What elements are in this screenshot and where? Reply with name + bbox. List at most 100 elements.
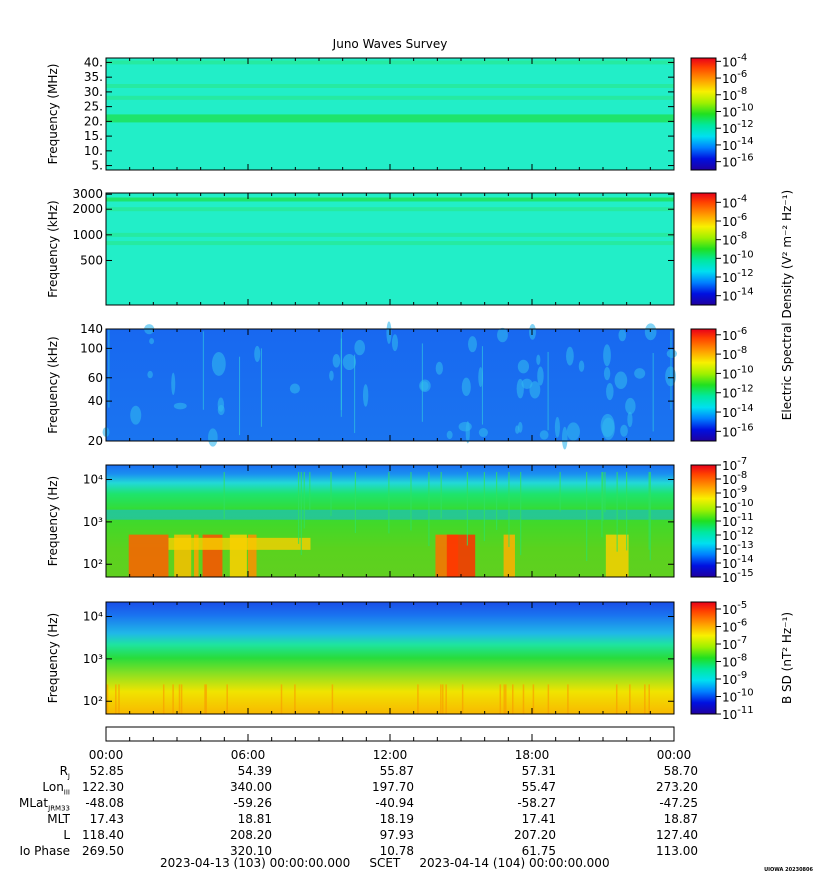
ephemeris-row: LonIII 122.30 340.00 197.70 55.47 273.20: [0, 780, 700, 796]
colorbar: [690, 601, 717, 715]
noise-patch: [554, 416, 560, 438]
band-1khz: [106, 509, 674, 520]
low-streak: [180, 684, 183, 714]
colorbar-tick-label: 10-6: [722, 326, 747, 343]
colorbar-tick-label: 10-8: [722, 231, 747, 248]
y-tick-label: 10⁴: [83, 473, 103, 487]
y-tick-label: 40: [88, 394, 103, 408]
noise-patch: [342, 354, 357, 371]
spike: [297, 472, 300, 544]
footer-end: 2023-04-14 (104) 00:00:00.000: [419, 856, 610, 870]
colorbar-label: B SD (nT² Hz⁻¹): [780, 612, 794, 704]
y-tick-label: 10²: [83, 694, 103, 708]
low-streak: [172, 684, 174, 714]
noise-streak: [108, 329, 110, 408]
noise-patch: [627, 411, 633, 428]
noise-patch: [391, 334, 399, 352]
low-streak: [644, 684, 646, 714]
emission-band: [106, 84, 674, 88]
noise-patch: [254, 345, 261, 363]
colorbar-tick-label: 10-10: [722, 102, 754, 119]
ephemeris-value: 55.47: [521, 780, 556, 794]
spike: [602, 472, 604, 521]
ephemeris-row: MLatJRM33 -48.08 -59.26 -40.94 -58.27 -47.25: [0, 796, 700, 812]
low-streak: [512, 684, 514, 714]
colorbar-tick-label: 10-12: [722, 384, 754, 401]
ephemeris-row: Io Phase 269.50 320.10 10.78 61.75 113.00: [0, 844, 700, 860]
noise-patch: [606, 382, 614, 401]
colorbar-tick-label: 10-4: [722, 193, 747, 210]
noise-patch: [618, 329, 627, 342]
colorbar-tick-label: 10-10: [722, 364, 754, 381]
noise-patch: [521, 378, 533, 389]
noise-streak: [354, 354, 356, 434]
noise-patch: [515, 425, 520, 434]
noise-patch: [614, 371, 628, 389]
emission-band: [106, 232, 674, 237]
colorbar-tick-label: 10-4: [722, 52, 747, 69]
spike: [440, 472, 442, 519]
spike: [648, 472, 650, 550]
noise-patch: [517, 359, 530, 374]
noise-streak: [260, 348, 262, 427]
ephemeris-value: 97.93: [379, 828, 414, 842]
footer-start: 2023-04-13 (103) 00:00:00.000: [160, 856, 351, 870]
low-streak: [106, 684, 109, 714]
noise-patch: [539, 430, 549, 440]
ephemeris-value: 118.40: [82, 828, 124, 842]
spike: [309, 472, 311, 511]
low-streak: [331, 684, 334, 714]
low-streak: [115, 684, 117, 714]
ephemeris-value: 18.81: [237, 812, 272, 826]
noise-patch: [620, 424, 628, 437]
low-streak: [547, 684, 550, 714]
low-streak: [461, 684, 464, 714]
noise-streak: [670, 331, 672, 410]
noise-patch: [173, 402, 187, 410]
ephemeris-value: 58.70: [663, 764, 698, 778]
panel-background: [106, 602, 674, 714]
burst: [128, 534, 169, 577]
spike: [466, 472, 468, 546]
y-tick-label: 15.: [84, 129, 103, 143]
ephemeris-row: MLT 17.43 18.81 18.19 17.41 18.87: [0, 812, 700, 828]
noise-streak: [202, 331, 204, 410]
ephemeris-value: -59.26: [233, 796, 272, 810]
low-streak: [205, 684, 207, 714]
colorbar: [690, 192, 717, 306]
y-axis-label: Frequency (MHz): [46, 64, 60, 165]
noise-patch: [634, 368, 646, 379]
time-label: 06:00: [230, 748, 266, 762]
time-range-footer: 2023-04-13 (103) 00:00:00.000 SCET 2023-…: [160, 856, 610, 870]
ephemeris-value: 320.10: [230, 844, 272, 858]
noise-patch: [578, 360, 585, 372]
colorbar-tick-label: 10-5: [722, 600, 747, 617]
noise-patch: [478, 367, 484, 388]
noise-patch: [603, 344, 611, 367]
noise-patch: [536, 354, 541, 366]
ephemeris-label: L: [63, 828, 70, 842]
noise-streak: [421, 343, 423, 422]
spike: [410, 472, 412, 531]
colorbar: [690, 57, 717, 171]
spike: [428, 472, 430, 547]
low-streak: [294, 684, 296, 714]
spike: [354, 472, 357, 533]
y-tick-label: 10³: [83, 515, 103, 529]
spike: [300, 472, 302, 556]
noise-patch: [332, 353, 341, 368]
y-tick-label: 60: [88, 371, 103, 385]
low-streak: [505, 684, 507, 714]
noise-patch: [467, 336, 477, 353]
noise-streak: [652, 353, 654, 432]
time-labels-row: 00:00 06:00 12:00 18:00 00:00: [0, 748, 700, 764]
noise-streak: [239, 356, 241, 436]
ephemeris-value: 122.30: [82, 780, 124, 794]
low-streak: [118, 684, 120, 714]
spike: [483, 472, 485, 542]
burst: [503, 534, 515, 577]
y-axis-label: Frequency (kHz): [46, 336, 60, 433]
ephemeris-value: 10.78: [379, 844, 414, 858]
